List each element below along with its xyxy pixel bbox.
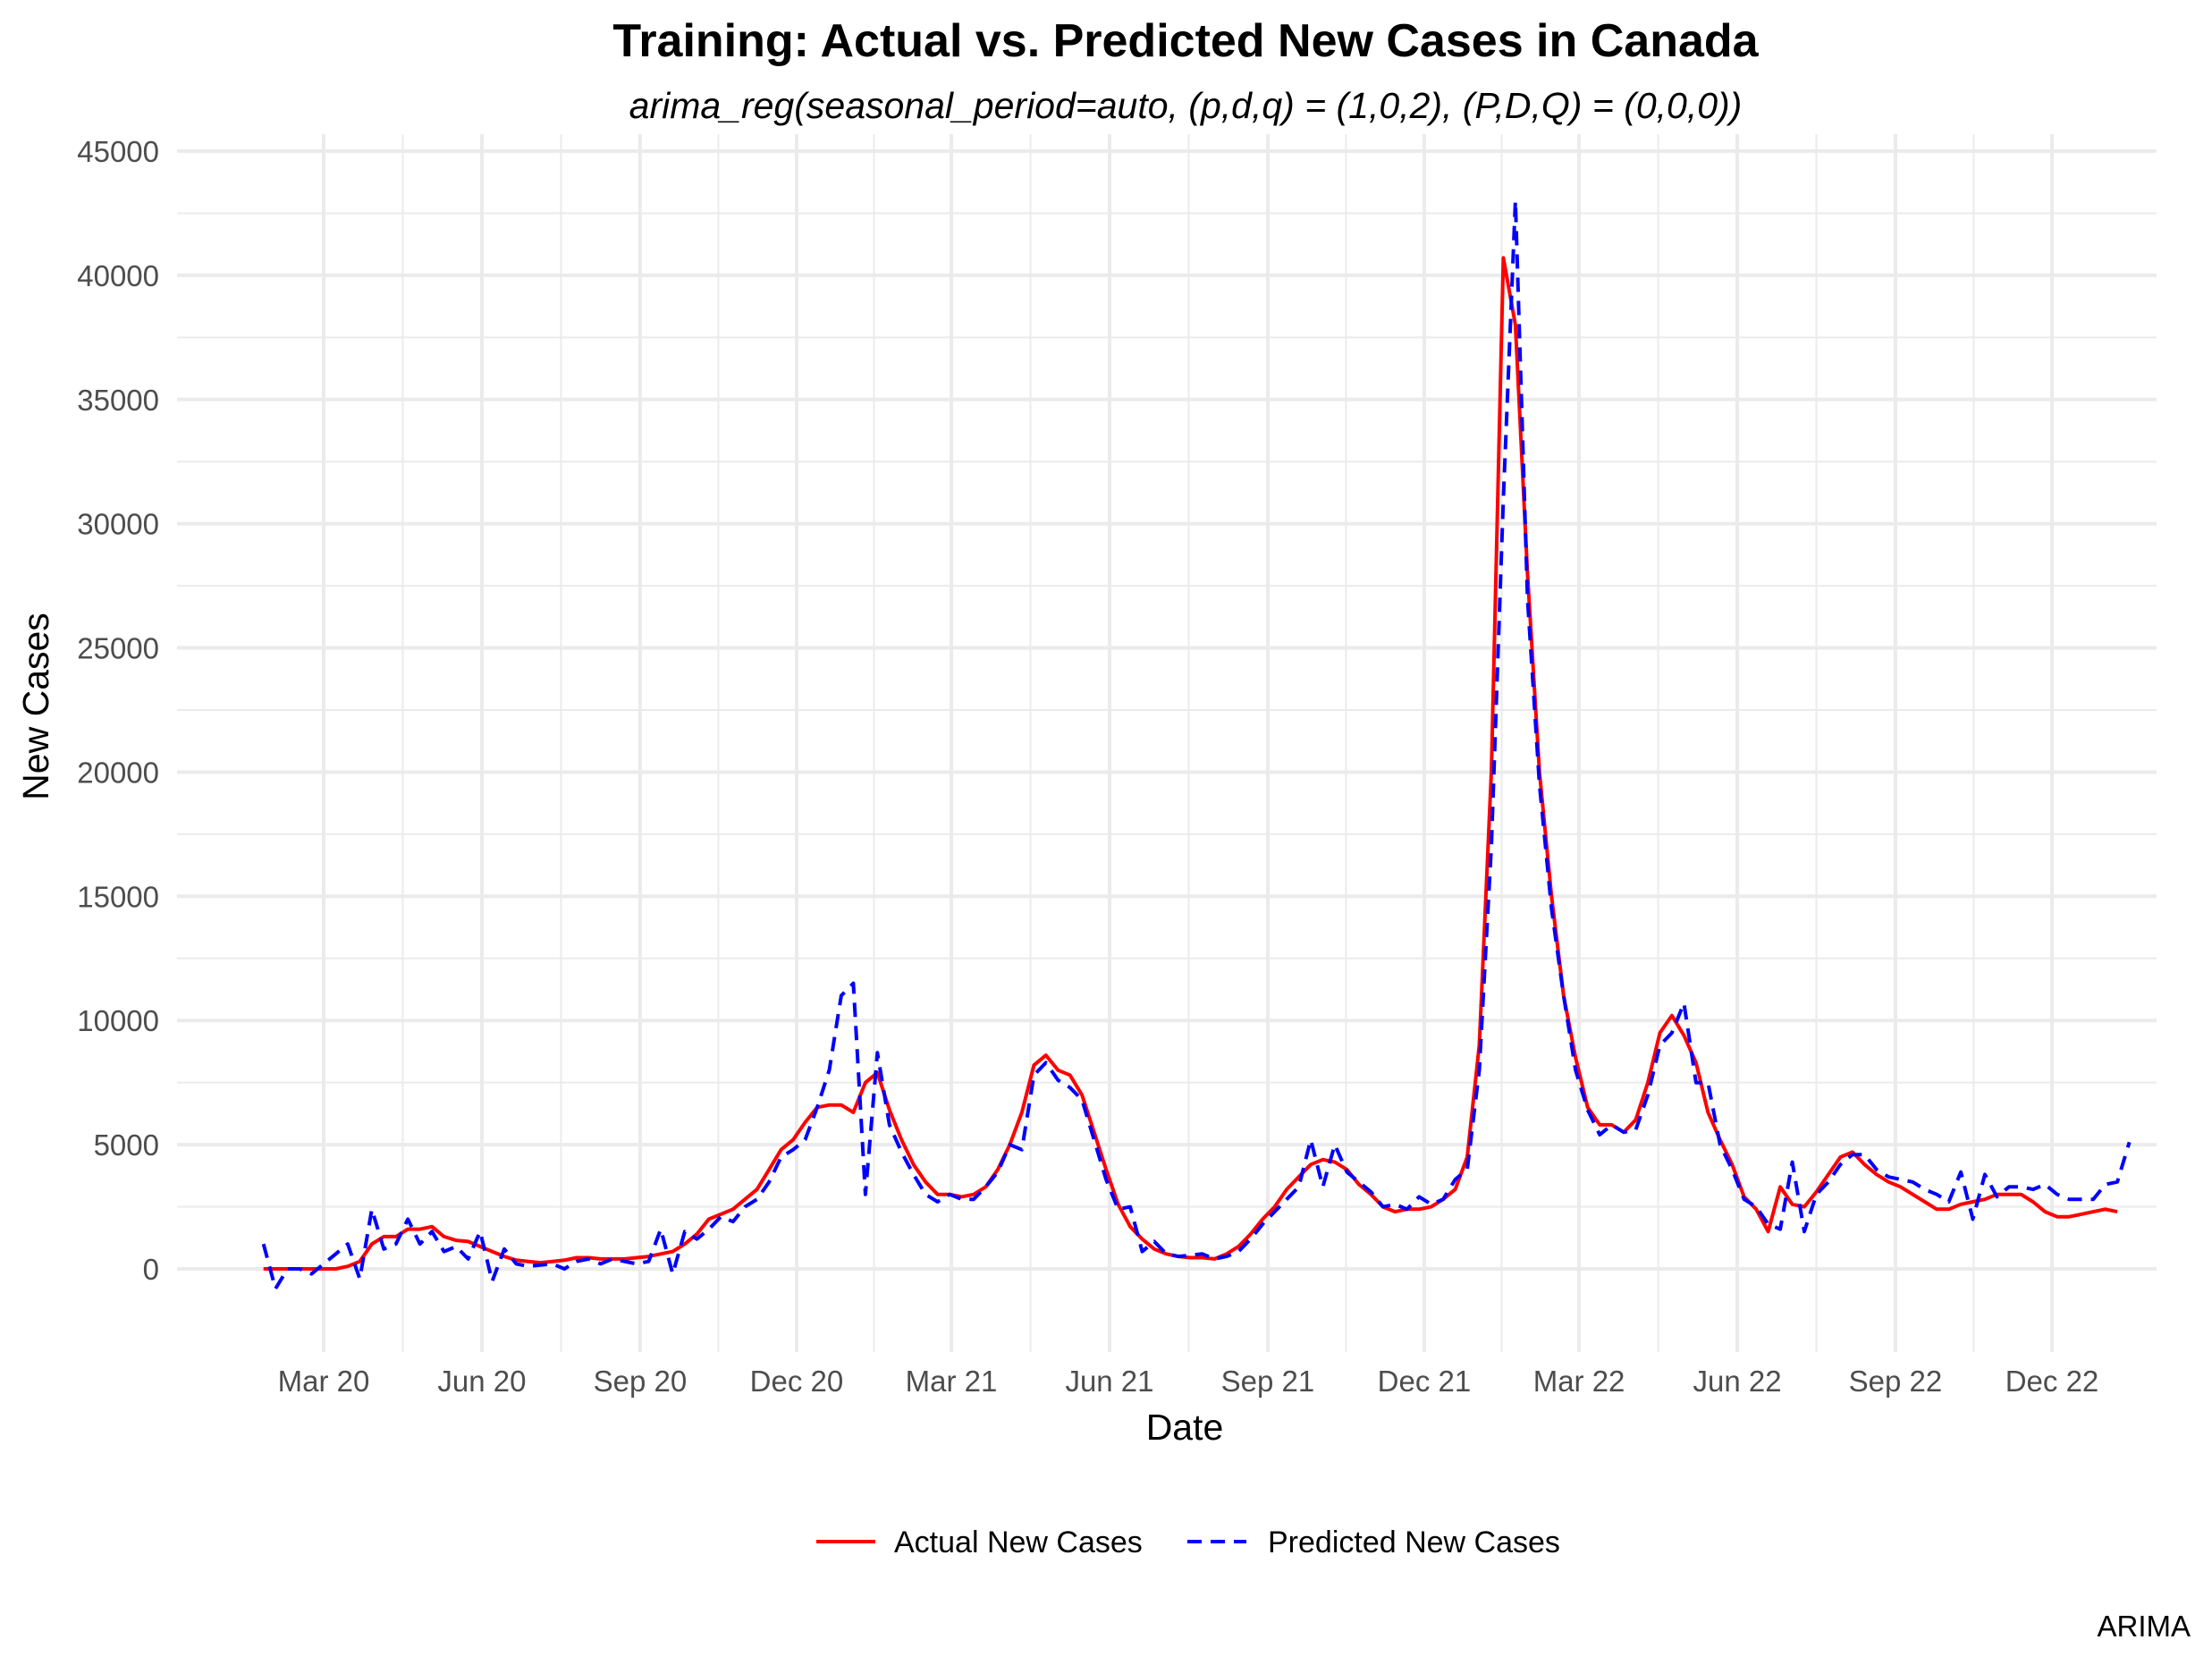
grid-lines: [177, 134, 2157, 1352]
series-line-actual: [263, 256, 2118, 1271]
x-tick-label: Mar 21: [906, 1365, 998, 1398]
y-axis-ticks: 0 5000 10000 15000 20000 25000 30000 35000 40000…: [77, 135, 159, 1286]
chart-caption: ARIMA: [2097, 1610, 2191, 1643]
chart-title: Training: Actual vs. Predicted New Cases…: [612, 15, 1759, 67]
series-line-predicted: [261, 199, 2132, 1291]
x-tick-label: Sep 20: [594, 1365, 688, 1398]
y-tick-label: 40000: [77, 259, 159, 292]
x-tick-label: Jun 22: [1693, 1365, 1781, 1398]
x-tick-label: Sep 21: [1221, 1365, 1315, 1398]
y-tick-label: 30000: [77, 508, 159, 541]
y-tick-label: 45000: [77, 135, 159, 168]
x-tick-label: Dec 22: [2005, 1365, 2099, 1398]
x-axis-ticks: Mar 20 Jun 20 Sep 20 Dec 20 Mar 21 Jun 21 Sep …: [278, 1365, 2099, 1398]
y-tick-label: 15000: [77, 880, 159, 913]
x-tick-label: Dec 20: [750, 1365, 844, 1398]
x-tick-label: Sep 22: [1849, 1365, 1943, 1398]
y-tick-label: 35000: [77, 384, 159, 417]
x-tick-label: Mar 22: [1533, 1365, 1625, 1398]
legend-label-predicted: Predicted New Cases: [1268, 1526, 1560, 1559]
y-tick-label: 0: [143, 1253, 159, 1286]
y-axis-title: New Cases: [15, 613, 56, 800]
y-tick-label: 20000: [77, 756, 159, 789]
series-lines: [261, 199, 2132, 1291]
legend: Actual New Cases Predicted New Cases: [816, 1526, 1560, 1559]
x-tick-label: Dec 21: [1378, 1365, 1472, 1398]
legend-label-actual: Actual New Cases: [894, 1526, 1143, 1559]
x-tick-label: Mar 20: [278, 1365, 370, 1398]
x-axis-title: Date: [1146, 1407, 1224, 1448]
x-tick-label: Jun 21: [1065, 1365, 1153, 1398]
y-tick-label: 10000: [77, 1004, 159, 1037]
y-tick-label: 25000: [77, 632, 159, 665]
x-tick-label: Jun 20: [437, 1365, 526, 1398]
chart-subtitle: arima_reg(seasonal_period=auto, (p,d,q) …: [629, 85, 1743, 126]
y-tick-label: 5000: [94, 1128, 159, 1162]
